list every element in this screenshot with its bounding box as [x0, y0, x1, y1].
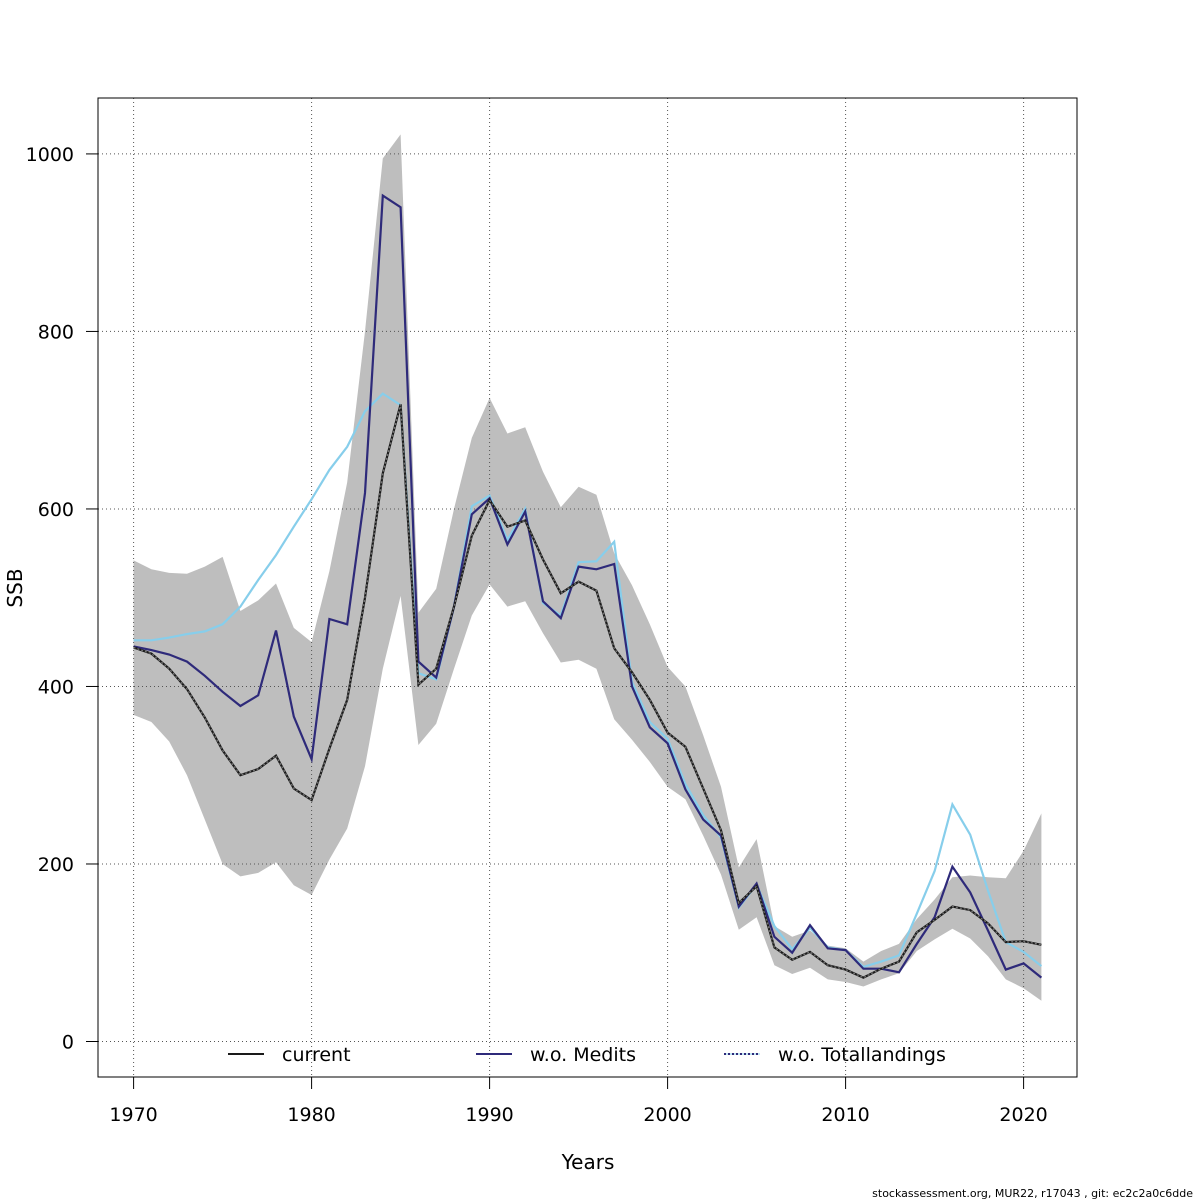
series-line-totallandings: [133, 392, 1043, 969]
y-axis-title: SSB: [3, 568, 27, 607]
series-line-current-dots: [133, 404, 1042, 979]
y-tick-label: 0: [62, 1031, 74, 1053]
x-tick-label: 1990: [465, 1104, 513, 1126]
y-tick-label: 600: [38, 499, 74, 521]
x-tick-label: 1970: [109, 1104, 157, 1126]
y-axis: 0 200 400 600 800 1000: [26, 144, 99, 1053]
legend-label-totallandings: w.o. Totallandings: [778, 1044, 946, 1066]
legend-label-medits: w.o. Medits: [530, 1044, 636, 1066]
x-axis: 1970 1980 1990 2000 2010 2020: [109, 1076, 1048, 1126]
y-tick-label: 800: [38, 321, 74, 343]
footer-text: stockassessment.org, MUR22, r17043 , git…: [872, 1187, 1193, 1200]
x-tick-label: 2010: [821, 1104, 869, 1126]
x-tick-label: 1980: [287, 1104, 335, 1126]
x-tick-label: 2020: [999, 1104, 1047, 1126]
series-line-medits: [133, 193, 1043, 979]
series-line-layer: [133, 193, 1043, 979]
y-tick-label: 1000: [26, 144, 74, 166]
x-axis-title: Years: [561, 1150, 615, 1174]
y-tick-label: 400: [38, 676, 74, 698]
x-tick-label: 2000: [643, 1104, 691, 1126]
legend-label-current: current: [282, 1044, 351, 1066]
y-tick-label: 200: [38, 854, 74, 876]
legend: current w.o. Medits w.o. Totallandings: [228, 1044, 946, 1066]
